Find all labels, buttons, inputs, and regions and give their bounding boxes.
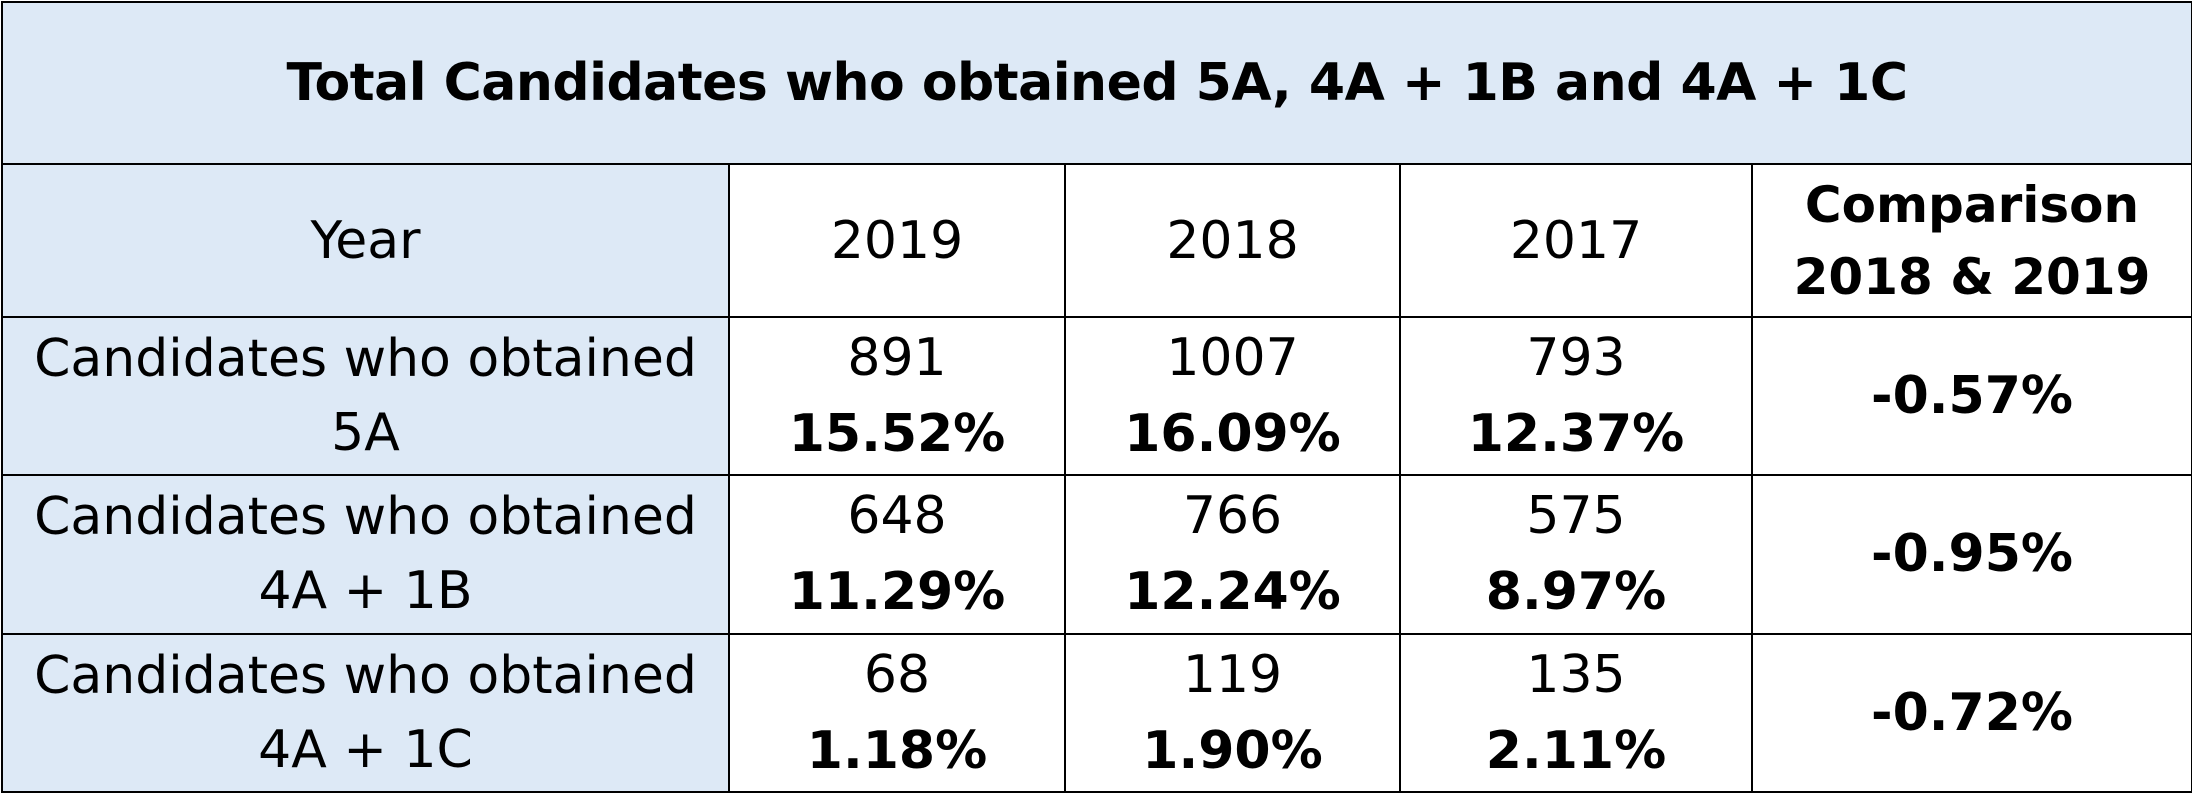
row-label: Candidates who obtained 5A bbox=[1, 315, 730, 477]
count-value: 648 bbox=[847, 486, 947, 547]
year-2018-header: 2018 bbox=[1064, 163, 1401, 318]
comparison-cell: -0.57% bbox=[1751, 315, 2192, 477]
row-label-line1: Candidates who obtained bbox=[34, 487, 697, 548]
count-value: 766 bbox=[1182, 486, 1283, 547]
title-row: Total Candidates who obtained 5A, 4A + 1… bbox=[1, 0, 2192, 166]
comparison-value: -0.57% bbox=[1871, 365, 2073, 426]
row-label: Candidates who obtained 4A + 1B bbox=[1, 474, 730, 635]
year-header: Year bbox=[1, 163, 730, 318]
count-value: 793 bbox=[1526, 327, 1626, 388]
table-row-4a-1b: Candidates who obtained 4A + 1B 648 11.2… bbox=[1, 474, 2192, 635]
comparison-cell: -0.72% bbox=[1751, 632, 2192, 794]
cell-2017: 793 12.37% bbox=[1399, 315, 1753, 477]
cell-2017: 135 2.11% bbox=[1399, 632, 1753, 794]
count-value: 575 bbox=[1526, 486, 1626, 547]
header-row: Year 2019 2018 2017 Comparison 2018 & 20… bbox=[1, 163, 2192, 318]
percent-value: 11.29% bbox=[788, 562, 1006, 623]
count-value: 119 bbox=[1182, 644, 1283, 705]
comparison-value: -0.72% bbox=[1871, 682, 2073, 743]
percent-value: 15.52% bbox=[788, 403, 1006, 464]
table-row-5a: Candidates who obtained 5A 891 15.52% 10… bbox=[1, 315, 2192, 477]
percent-value: 12.37% bbox=[1467, 403, 1685, 464]
comparison-cell: -0.95% bbox=[1751, 474, 2192, 635]
comparison-header-line2: 2018 & 2019 bbox=[1793, 247, 2151, 306]
cell-2019: 891 15.52% bbox=[728, 315, 1066, 477]
percent-value: 2.11% bbox=[1485, 720, 1667, 781]
row-label-line1: Candidates who obtained bbox=[34, 645, 697, 706]
percent-value: 1.90% bbox=[1142, 720, 1323, 781]
year-2019-header: 2019 bbox=[728, 163, 1066, 318]
count-value: 68 bbox=[863, 644, 931, 705]
percent-value: 16.09% bbox=[1124, 403, 1341, 464]
row-label-line2: 4A + 1B bbox=[258, 561, 473, 622]
percent-value: 1.18% bbox=[806, 720, 988, 781]
table-title: Total Candidates who obtained 5A, 4A + 1… bbox=[1, 0, 2192, 166]
comparison-value: -0.95% bbox=[1871, 524, 2073, 585]
percent-value: 12.24% bbox=[1124, 562, 1341, 623]
cell-2018: 1007 16.09% bbox=[1064, 315, 1401, 477]
cell-2019: 68 1.18% bbox=[728, 632, 1066, 794]
row-label-line1: Candidates who obtained bbox=[34, 328, 697, 389]
year-2017-header: 2017 bbox=[1399, 163, 1753, 318]
table-row-4a-1c: Candidates who obtained 4A + 1C 68 1.18%… bbox=[1, 632, 2192, 794]
comparison-header-line1: Comparison bbox=[1804, 175, 2140, 234]
count-value: 135 bbox=[1526, 644, 1626, 705]
percent-value: 8.97% bbox=[1485, 562, 1667, 623]
row-label-line2: 4A + 1C bbox=[258, 719, 473, 780]
count-value: 891 bbox=[847, 327, 947, 388]
row-label-line2: 5A bbox=[331, 402, 400, 463]
cell-2018: 766 12.24% bbox=[1064, 474, 1401, 635]
cell-2019: 648 11.29% bbox=[728, 474, 1066, 635]
count-value: 1007 bbox=[1166, 327, 1299, 388]
row-label: Candidates who obtained 4A + 1C bbox=[1, 632, 730, 794]
cell-2017: 575 8.97% bbox=[1399, 474, 1753, 635]
comparison-header: Comparison 2018 & 2019 bbox=[1751, 163, 2192, 318]
cell-2018: 119 1.90% bbox=[1064, 632, 1401, 794]
